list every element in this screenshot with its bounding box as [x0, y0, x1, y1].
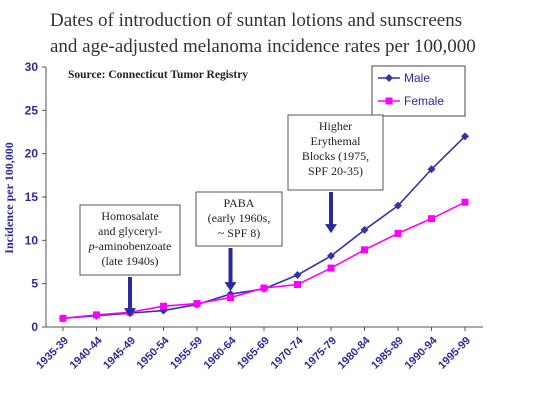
point-male [394, 201, 402, 210]
annotation-2-arrow-shaft [228, 248, 233, 284]
point-male [293, 271, 302, 279]
x-tick-label: 1940-44 [68, 334, 106, 372]
chart-title-line-1: Dates of introduction of suntan lotions … [50, 10, 462, 31]
annotation-1-line-2: and glyceryl- [98, 224, 162, 238]
point-female [59, 314, 67, 322]
point-male [427, 165, 436, 174]
annotation-box-2 [195, 191, 283, 247]
y-tick-label: 20 [25, 147, 39, 161]
point-female [361, 246, 368, 254]
annotation-3-arrow-shaft [329, 192, 333, 226]
x-tick-label: 1935-39 [34, 335, 71, 372]
legend-box [371, 65, 466, 117]
y-tick-label: 25 [25, 103, 39, 117]
x-tick-label: 1985-89 [369, 335, 406, 372]
annotation-text-rest: -aminobenzoate [95, 239, 172, 253]
point-male [327, 251, 335, 260]
point-female [260, 284, 268, 292]
annotation-2-line-2: (early 1960s, [208, 211, 271, 225]
annotation-3-arrow-head [325, 224, 337, 234]
annotation-3-line-1: Higher [319, 119, 352, 133]
point-female [227, 294, 234, 302]
y-tick-label: 10 [25, 233, 39, 247]
legend-label-female: Female [404, 94, 444, 108]
annotation-italic-prefix: p [88, 239, 95, 253]
x-tick-label: 1990-94 [403, 334, 441, 372]
annotation-1-line-3: p-aminobenzoate [88, 239, 172, 253]
x-tick-label: 1980-84 [336, 334, 374, 372]
legend-marker-male [385, 74, 393, 82]
y-tick-label: 15 [25, 190, 39, 204]
annotation-1-line-4: (late 1940s) [102, 254, 159, 268]
annotation-1-arrow-head [124, 308, 136, 318]
y-axis-label: Incidence per 100,000 [2, 142, 16, 253]
x-tick-label: 1955-59 [168, 335, 205, 372]
annotation-1-line-1: Homosalate [101, 209, 158, 223]
annotation-3-line-2: Erythemal [311, 134, 362, 148]
chart-title-line-2: and age-adjusted melanoma incidence rate… [50, 36, 476, 57]
x-tick-label: 1995-99 [436, 335, 473, 372]
point-female [193, 300, 201, 308]
legend-marker-female [385, 97, 393, 105]
point-female [461, 198, 469, 206]
legend-label-male: Male [404, 71, 430, 85]
point-female [160, 302, 167, 310]
annotation-3-line-4: SPF 20-35) [308, 164, 363, 178]
point-female [327, 264, 335, 272]
annotation-2-line-3: ~ SPF 8) [218, 226, 261, 240]
point-male [360, 225, 369, 234]
annotation-2-line-1: PABA [224, 196, 255, 210]
annotation-1-arrow-shaft [128, 277, 132, 310]
point-male [461, 132, 469, 141]
x-tick-label: 1965-69 [235, 335, 272, 372]
point-female [394, 229, 402, 237]
annotation-3-line-3: Blocks (1975, [302, 149, 369, 163]
annotation-box-1 [79, 204, 181, 276]
chart-source: Source: Connecticut Tumor Registry [68, 69, 248, 81]
y-tick-label: 30 [25, 60, 39, 74]
point-female [294, 281, 301, 289]
x-tick-label: 1960-64 [202, 334, 240, 372]
y-tick-label: 5 [31, 277, 38, 291]
annotation-box-3 [287, 114, 384, 191]
x-tick-label: 1945-49 [101, 335, 138, 372]
x-tick-label: 1950-54 [135, 334, 173, 372]
y-tick-label: 0 [31, 320, 38, 334]
x-tick-label: 1970-74 [269, 334, 307, 372]
plot-area: 0 5 10 15 20 25 30 1935-391940-441945-491950-54… [25, 60, 483, 372]
x-tick-label: 1975-79 [302, 335, 339, 372]
point-female [428, 215, 435, 223]
point-female [93, 311, 100, 319]
annotation-2-arrow-head [224, 282, 237, 292]
